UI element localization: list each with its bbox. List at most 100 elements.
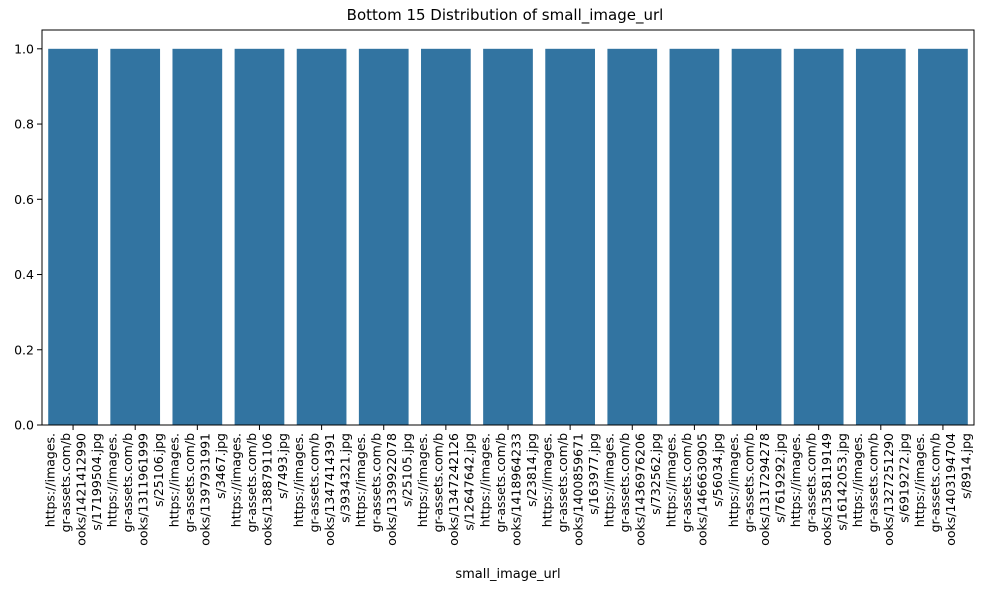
x-tick-label-line: https://images. [104, 433, 119, 527]
x-tick-label-line: ooks/1418964233 [508, 433, 523, 546]
x-tick-label: https://images. gr-assets.com/b ooks/14008… [539, 433, 601, 546]
x-tick-label: https://images. gr-assets.com/b ooks/13119… [104, 433, 166, 546]
x-tick-label-line: s/732562.jpg [648, 433, 663, 515]
x-tick-label-line: https://images. [42, 433, 57, 527]
x-tick-label-line: gr-assets.com/b [182, 433, 197, 532]
x-tick-label-line: gr-assets.com/b [368, 433, 383, 532]
x-tick-label-line: gr-assets.com/b [617, 433, 632, 532]
y-tick-label: 0.4 [14, 267, 34, 282]
bar-12 [731, 48, 782, 426]
x-tick-label-line: gr-assets.com/b [58, 433, 73, 532]
x-tick-label-line: s/12647642.jpg [462, 433, 477, 531]
x-tick-label-line: s/23814.jpg [524, 433, 539, 507]
x-tick-label: https://images. gr-assets.com/b ooks/14369… [602, 433, 664, 546]
y-tick-label: 0.8 [14, 117, 34, 132]
x-tick-label-line: s/7493.jpg [275, 433, 290, 499]
x-tick-label-line: s/16142053.jpg [834, 433, 849, 531]
bar-3 [172, 48, 223, 426]
x-tick-label: https://images. gr-assets.com/b ooks/13399… [353, 433, 415, 546]
x-tick-label-line: s/163977.jpg [586, 433, 601, 515]
x-tick-label-line: gr-assets.com/b [866, 433, 881, 532]
x-tick-label-line: ooks/1347242126 [446, 433, 461, 546]
x-tick-label-line: gr-assets.com/b [244, 433, 259, 532]
x-tick-label-line: s/7619292.jpg [772, 433, 787, 523]
y-tick-label: 0.2 [14, 342, 34, 357]
x-tick-label-line: s/8914.jpg [959, 433, 974, 499]
bar-15 [918, 48, 968, 426]
x-tick-label-line: gr-assets.com/b [120, 433, 135, 532]
plot-frame [41, 29, 975, 426]
x-tick-label-line: s/25106.jpg [151, 433, 166, 507]
x-tick-label-line: https://images. [788, 433, 803, 527]
x-tick-label-line: ooks/1327251290 [881, 433, 896, 546]
x-tick-label: https://images. gr-assets.com/b ooks/13272… [850, 433, 912, 546]
x-tick-label-line: gr-assets.com/b [493, 433, 508, 532]
x-tick-label-line: https://images. [167, 433, 182, 527]
bar-5 [296, 48, 347, 426]
x-tick-label-line: ooks/1421412990 [73, 433, 88, 546]
x-tick-label-line: gr-assets.com/b [431, 433, 446, 532]
x-tick-label: https://images. gr-assets.com/b ooks/13472… [415, 433, 477, 546]
x-tick-label-line: ooks/1436976206 [633, 433, 648, 546]
x-tick-label-line: ooks/1400859671 [570, 433, 585, 546]
x-tick-label-line: s/6919272.jpg [897, 433, 912, 523]
x-tick-label: https://images. gr-assets.com/b ooks/14031… [912, 433, 974, 546]
x-tick-label-line: ooks/1397931991 [198, 433, 213, 546]
x-tick-label-line: s/17199504.jpg [89, 433, 104, 531]
bar-10 [607, 48, 658, 426]
bar-1 [48, 48, 98, 426]
bar-9 [545, 48, 595, 426]
x-tick-label-line: gr-assets.com/b [306, 433, 321, 532]
x-tick-label-line: https://images. [912, 433, 927, 527]
x-axis: https://images. gr-assets.com/b ooks/14214… [42, 425, 974, 546]
bar-11 [669, 48, 720, 426]
x-tick-label: https://images. gr-assets.com/b ooks/13979… [167, 433, 229, 546]
x-tick-label-line: https://images. [477, 433, 492, 527]
y-tick-label: 0.6 [14, 192, 34, 207]
bar-4 [234, 48, 285, 426]
x-tick-label-line: https://images. [602, 433, 617, 527]
x-tick-label: https://images. gr-assets.com/b ooks/13172… [726, 433, 788, 546]
bar-14 [855, 48, 906, 426]
y-tick-label: 1.0 [14, 41, 34, 56]
x-tick-label-line: gr-assets.com/b [741, 433, 756, 532]
x-tick-label-line: gr-assets.com/b [803, 433, 818, 532]
x-tick-label: https://images. gr-assets.com/b ooks/13887… [229, 433, 291, 546]
x-tick-label: https://images. gr-assets.com/b ooks/14189… [477, 433, 539, 546]
bar-2 [110, 48, 161, 426]
bar-6 [358, 48, 409, 426]
x-tick-label-line: s/25105.jpg [399, 433, 414, 507]
x-tick-label-line: ooks/1388791106 [260, 433, 275, 546]
x-tick-label-line: s/56034.jpg [710, 433, 725, 507]
x-tick-label-line: https://images. [726, 433, 741, 527]
x-tick-label-line: ooks/1339922078 [384, 433, 399, 546]
bars-group [48, 48, 968, 426]
x-tick-label-line: ooks/1311961999 [135, 433, 150, 546]
x-tick-label-line: ooks/1317294278 [757, 433, 772, 546]
x-tick-label-line: gr-assets.com/b [555, 433, 570, 532]
x-tick-label-line: https://images. [353, 433, 368, 527]
x-tick-label-line: https://images. [291, 433, 306, 527]
y-tick-label: 0.0 [14, 418, 34, 433]
x-tick-label-line: s/3467.jpg [213, 433, 228, 499]
x-tick-label-line: https://images. [664, 433, 679, 527]
x-axis-label: small_image_url [455, 567, 560, 582]
x-tick-label-line: ooks/1466630905 [695, 433, 710, 546]
x-tick-label-line: gr-assets.com/b [928, 433, 943, 532]
x-tick-label: https://images. gr-assets.com/b ooks/14666… [664, 433, 726, 546]
x-tick-label-line: https://images. [850, 433, 865, 527]
x-tick-label: https://images. gr-assets.com/b ooks/13474… [291, 433, 353, 546]
x-tick-label-line: gr-assets.com/b [679, 433, 694, 532]
y-axis: 0.0 0.2 0.4 0.6 0.8 1.0 [14, 41, 42, 433]
chart-title: Bottom 15 Distribution of small_image_ur… [347, 6, 664, 25]
bar-7 [421, 48, 471, 426]
x-tick-label-line: s/3934321.jpg [337, 433, 352, 523]
x-tick-label: https://images. gr-assets.com/b ooks/13581… [788, 433, 850, 546]
x-tick-label-line: https://images. [539, 433, 554, 527]
x-tick-label-line: ooks/1358119149 [819, 433, 834, 546]
x-tick-label-line: https://images. [415, 433, 430, 527]
bar-8 [483, 48, 533, 426]
x-tick-label-line: https://images. [229, 433, 244, 527]
x-tick-label: https://images. gr-assets.com/b ooks/14214… [42, 433, 104, 546]
